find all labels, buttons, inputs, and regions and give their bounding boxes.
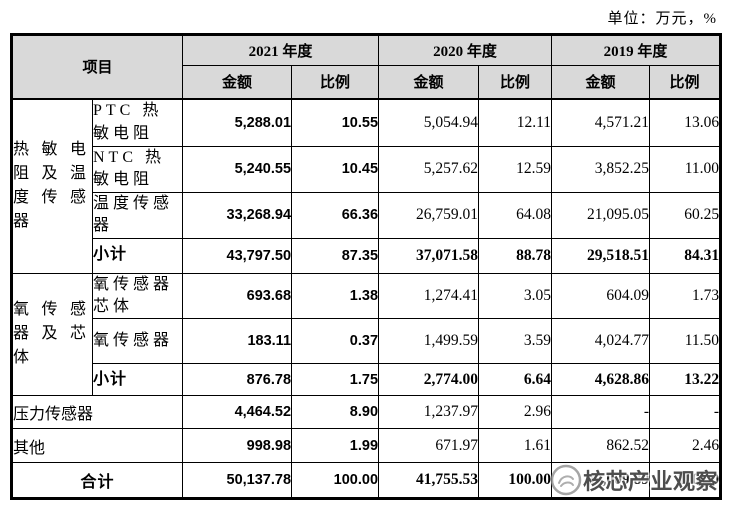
- ratio-2021-cell: 87.35: [291, 237, 380, 274]
- header-ratio-2019: 比例: [649, 65, 722, 99]
- table-row-pressure-sensor: 压力传感器 4,464.52 8.90 1,237.97 2.96 - -: [10, 395, 722, 430]
- amount-2019-cell: 604.09: [551, 272, 651, 320]
- amount-2020-cell: 5,257.62: [378, 146, 480, 193]
- amount-2021-cell: 876.78: [182, 363, 293, 397]
- amount-2019-cell: -: [551, 395, 651, 430]
- ratio-2019-cell: 84.31: [649, 237, 722, 274]
- amount-2019-cell: 3,852.25: [551, 146, 651, 193]
- header-amount-2019: 金额: [551, 65, 651, 99]
- amount-2020-cell: 37,071.58: [378, 237, 480, 274]
- ratio-2021-cell: 0.37: [291, 318, 380, 365]
- ratio-2020-cell: 6.64: [478, 363, 553, 397]
- header-year-2019: 2019 年度: [551, 34, 722, 66]
- ratio-2021-cell: 1.38: [291, 272, 380, 320]
- row-label: 压力传感器: [10, 395, 184, 430]
- header-ratio-2020: 比例: [478, 65, 553, 99]
- amount-2019-cell: 4,571.21: [551, 98, 651, 147]
- header-amount-2021: 金额: [182, 65, 293, 99]
- amount-2020-cell: 1,274.41: [378, 272, 480, 320]
- ratio-2019-cell: 11.00: [649, 146, 722, 193]
- amount-2019-cell: 21,095.05: [551, 191, 651, 239]
- header-year-2021: 2021 年度: [182, 34, 380, 66]
- ratio-2019-cell: 1.73: [649, 272, 722, 320]
- ratio-2019-cell: -: [649, 395, 722, 430]
- header-amount-2020: 金额: [378, 65, 480, 99]
- amount-2020-cell: 26,759.01: [378, 191, 480, 239]
- amount-2021-cell: 33,268.94: [182, 191, 293, 239]
- ratio-2019-cell: 60.25: [649, 191, 722, 239]
- table-row-ptc: 热敏电阻及温度传感器 PTC 热敏电阻 5,288.01 10.55 5,054…: [11, 98, 722, 274]
- amount-2020-cell: 671.97: [378, 428, 480, 464]
- header-row-years: 项目 2021 年度 2020 年度 2019 年度: [10, 34, 722, 99]
- row-label: 其他: [10, 428, 184, 464]
- table-row-ntc: NTC 热敏电阻 5,240.55 10.45 5,257.62 12.59 3…: [12, 146, 722, 193]
- ratio-2019-cell: 2.46: [649, 428, 722, 464]
- ratio-2020-cell: 3.59: [478, 318, 553, 365]
- row-label-total: 合计: [10, 462, 184, 500]
- ratio-2021-cell: 8.90: [291, 395, 380, 430]
- table-row-temp-sensor: 温度传感器 33,268.94 66.36 26,759.01 64.08 21…: [12, 191, 722, 239]
- table-row-thermistor-subtotal: 小计 43,797.50 87.35 37,071.58 88.78 29,51…: [12, 237, 722, 274]
- group-label-oxygen: 氧传感器及芯体: [11, 272, 93, 397]
- revenue-breakdown-table: 项目 2021 年度 2020 年度 2019 年度 金额 比例 金额 比例 金…: [10, 33, 723, 501]
- ratio-2020-cell: 2.96: [478, 395, 553, 430]
- ratio-2021-cell: 66.36: [291, 191, 380, 239]
- ratio-2019-cell: 13.06: [649, 98, 722, 147]
- row-label: NTC 热敏电阻: [91, 146, 184, 193]
- amount-2019-cell: 4,024.77: [551, 318, 651, 365]
- unit-note: 单位：万元，%: [607, 11, 717, 27]
- amount-2020-cell: 41,755.53: [378, 462, 480, 500]
- table-row-other: 其他 998.98 1.99 671.97 1.61 862.52 2.46: [10, 428, 722, 464]
- row-label-subtotal: 小计: [91, 363, 184, 397]
- ratio-2020-cell: 12.59: [478, 146, 553, 193]
- table-row-total: 合计 50,137.78 100.00 41,755.53 100.00 35,…: [10, 462, 722, 500]
- amount-2021-cell: 4,464.52: [182, 395, 293, 430]
- ratio-2021-cell: 10.55: [291, 98, 380, 147]
- header-row-measures: 金额 比例 金额 比例 金额 比例: [11, 65, 722, 99]
- ratio-2021-cell: 1.75: [291, 363, 380, 397]
- row-label: 氧传感器芯体: [91, 272, 184, 320]
- amount-2020-cell: 1,499.59: [378, 318, 480, 365]
- amount-2020-cell: 2,774.00: [378, 363, 480, 397]
- ratio-2020-cell: 12.11: [478, 98, 553, 147]
- amount-2021-cell: 43,797.50: [182, 237, 293, 274]
- amount-2020-cell: 1,237.97: [378, 395, 480, 430]
- amount-2019-cell: 862.52: [551, 428, 651, 464]
- ratio-2020-cell: 100.00: [478, 462, 553, 500]
- ratio-2019-cell: 13.22: [649, 363, 722, 397]
- ratio-2019-cell: 100.00: [649, 462, 722, 500]
- table-row-oxygen-subtotal: 小计 876.78 1.75 2,774.00 6.64 4,628.86 13…: [12, 363, 722, 397]
- ratio-2020-cell: 3.05: [478, 272, 553, 320]
- table-row-oxygen-sensor: 氧传感器 183.11 0.37 1,499.59 3.59 4,024.77 …: [12, 318, 722, 365]
- header-item: 项目: [10, 34, 184, 99]
- amount-2021-cell: 998.98: [182, 428, 293, 464]
- amount-2019-cell: 29,518.51: [551, 237, 651, 274]
- ratio-2020-cell: 88.78: [478, 237, 553, 274]
- ratio-2019-cell: 11.50: [649, 318, 722, 365]
- row-label-subtotal: 小计: [91, 237, 184, 274]
- amount-2021-cell: 183.11: [182, 318, 293, 365]
- header-ratio-2021: 比例: [291, 65, 380, 99]
- group-label-thermistor: 热敏电阻及温度传感器: [11, 98, 93, 274]
- row-label: 氧传感器: [91, 318, 184, 365]
- amount-2020-cell: 5,054.94: [378, 98, 480, 147]
- amount-2021-cell: 5,240.55: [182, 146, 293, 193]
- ratio-2021-cell: 1.99: [291, 428, 380, 464]
- row-label: 温度传感器: [91, 191, 184, 239]
- amount-2019-cell: 4,628.86: [551, 363, 651, 397]
- row-label: PTC 热敏电阻: [91, 98, 184, 147]
- amount-2019-cell: 35,009.89: [551, 462, 651, 500]
- ratio-2021-cell: 10.45: [291, 146, 380, 193]
- ratio-2020-cell: 1.61: [478, 428, 553, 464]
- ratio-2020-cell: 64.08: [478, 191, 553, 239]
- amount-2021-cell: 5,288.01: [182, 98, 293, 147]
- amount-2021-cell: 693.68: [182, 272, 293, 320]
- table-row-oxygen-core: 氧传感器及芯体 氧传感器芯体 693.68 1.38 1,274.41 3.05…: [11, 272, 722, 397]
- ratio-2021-cell: 100.00: [291, 462, 380, 500]
- amount-2021-cell: 50,137.78: [182, 462, 293, 500]
- header-year-2020: 2020 年度: [378, 34, 553, 66]
